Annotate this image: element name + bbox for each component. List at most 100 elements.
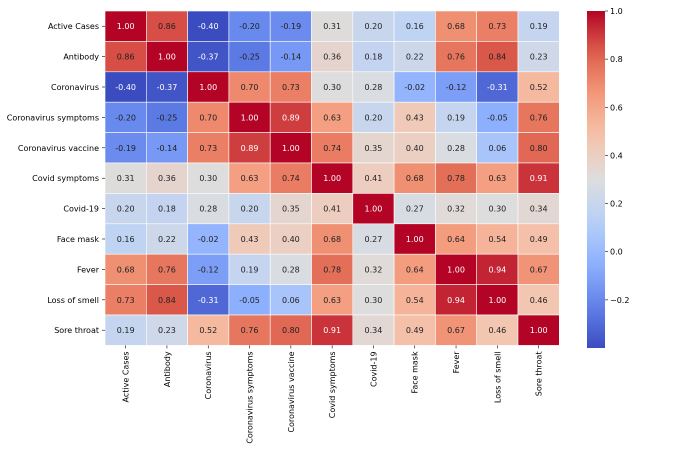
heatmap-cell — [393, 41, 436, 73]
cell-value-label: 0.19 — [117, 326, 135, 335]
cell-value-label: 0.84 — [488, 53, 506, 62]
cell-value-label: 0.80 — [530, 144, 548, 153]
cell-value-label: 0.41 — [323, 205, 341, 214]
heatmap-cell — [352, 193, 395, 225]
heatmap-cell — [311, 314, 354, 346]
cell-value-label: 0.43 — [406, 113, 424, 122]
cell-value-label: -0.31 — [487, 83, 508, 92]
heatmap-cell — [104, 223, 147, 255]
y-tick-label: Covid symptoms — [32, 174, 99, 183]
heatmap-cell — [311, 71, 354, 103]
cell-value-label: 0.52 — [530, 83, 548, 92]
heatmap-cell — [104, 284, 147, 316]
cell-value-label: -0.19 — [280, 22, 301, 31]
cell-value-label: 0.54 — [488, 235, 506, 244]
cell-value-label: 0.74 — [282, 174, 300, 183]
cell-value-label: 0.20 — [365, 22, 383, 31]
heatmap-cell — [435, 162, 477, 194]
y-tick-label: Active Cases — [48, 22, 99, 31]
heatmap-cell — [476, 223, 519, 255]
cell-value-label: 0.63 — [241, 174, 259, 183]
cell-value-label: 0.30 — [199, 174, 217, 183]
cell-value-label: 0.23 — [530, 53, 548, 62]
cell-value-label: -0.31 — [198, 296, 219, 305]
heatmap-cell — [435, 253, 477, 285]
cell-value-label: 0.70 — [199, 113, 217, 122]
heatmap-cell — [269, 223, 312, 255]
colorbar-tick-label: 0.2 — [610, 200, 623, 209]
y-tick-label: Loss of smell — [47, 296, 99, 305]
cell-value-label: 0.34 — [365, 326, 383, 335]
cell-value-label: -0.05 — [239, 296, 260, 305]
cell-value-label: 0.78 — [447, 174, 465, 183]
heatmap-cell — [228, 101, 271, 133]
cell-value-label: 0.31 — [323, 22, 341, 31]
cell-value-label: 0.30 — [323, 83, 341, 92]
cell-value-label: 0.63 — [323, 113, 341, 122]
heatmap-cell — [435, 193, 477, 225]
heatmap-cell — [187, 284, 230, 316]
cell-value-label: 0.30 — [365, 296, 383, 305]
cell-value-label: 0.86 — [158, 22, 176, 31]
heatmap-cells: 1.00 0.86 -0.40 -0.20 -0.19 0.31 0.20 0.16 0.68 0… — [104, 10, 560, 346]
x-tick-label: Face mask — [411, 351, 420, 393]
cell-value-label: 0.30 — [488, 205, 506, 214]
heatmap-cell — [311, 10, 354, 42]
cell-value-label: -0.25 — [157, 113, 178, 122]
cell-value-label: 1.00 — [365, 205, 383, 214]
heatmap-cell — [104, 132, 147, 164]
cell-value-label: 0.36 — [158, 174, 176, 183]
cell-value-label: -0.37 — [157, 83, 178, 92]
cell-value-label: 0.76 — [241, 326, 259, 335]
heatmap-cell — [269, 284, 312, 316]
heatmap-cell — [435, 284, 477, 316]
cell-value-label: 0.49 — [406, 326, 424, 335]
heatmap-cell — [352, 71, 395, 103]
cell-value-label: 0.84 — [158, 296, 176, 305]
cell-value-label: 0.28 — [447, 144, 465, 153]
cell-value-label: 0.54 — [406, 296, 424, 305]
cell-value-label: 1.00 — [488, 296, 506, 305]
heatmap-cell — [352, 41, 395, 73]
cell-value-label: -0.14 — [280, 53, 301, 62]
heatmap-cell — [311, 101, 354, 133]
cell-value-label: 0.20 — [117, 205, 135, 214]
cell-value-label: 0.76 — [158, 265, 176, 274]
heatmap-cell — [476, 132, 519, 164]
cell-value-label: 0.78 — [323, 265, 341, 274]
cell-value-label: 0.41 — [365, 174, 383, 183]
heatmap-cell — [104, 193, 147, 225]
cell-value-label: 0.94 — [447, 296, 465, 305]
y-tick-label: Fever — [77, 265, 100, 274]
x-tick-label: Sore throat — [535, 351, 544, 396]
x-tick-label: Covid-19 — [369, 351, 378, 387]
cell-value-label: 0.91 — [530, 174, 548, 183]
cell-value-label: 0.23 — [158, 326, 176, 335]
colorbar-tick-label: 0.6 — [610, 103, 623, 112]
heatmap-cell — [146, 193, 188, 225]
cell-value-label: 0.06 — [282, 296, 300, 305]
cell-value-label: 0.32 — [365, 265, 383, 274]
x-tick-label: Coronavirus — [204, 351, 213, 399]
cell-value-label: 0.46 — [488, 326, 506, 335]
heatmap-cell — [269, 41, 312, 73]
cell-value-label: -0.14 — [157, 144, 178, 153]
cell-value-label: 0.40 — [282, 235, 300, 244]
heatmap-cell — [228, 193, 271, 225]
heatmap-cell — [228, 223, 271, 255]
heatmap-cell — [393, 193, 436, 225]
cell-value-label: 0.68 — [406, 174, 424, 183]
heatmap-cell — [311, 193, 354, 225]
heatmap-cell — [393, 314, 436, 346]
cell-value-label: 0.27 — [365, 235, 383, 244]
cell-value-label: 0.34 — [530, 205, 548, 214]
heatmap-cell — [269, 132, 312, 164]
cell-value-label: 0.35 — [365, 144, 383, 153]
cell-value-label: 0.73 — [117, 296, 135, 305]
heatmap-cell — [311, 284, 354, 316]
cell-value-label: -0.20 — [239, 22, 260, 31]
cell-value-label: 0.43 — [241, 235, 259, 244]
cell-value-label: -0.40 — [198, 22, 219, 31]
cell-value-label: 0.63 — [488, 174, 506, 183]
cell-value-label: 1.00 — [447, 265, 465, 274]
